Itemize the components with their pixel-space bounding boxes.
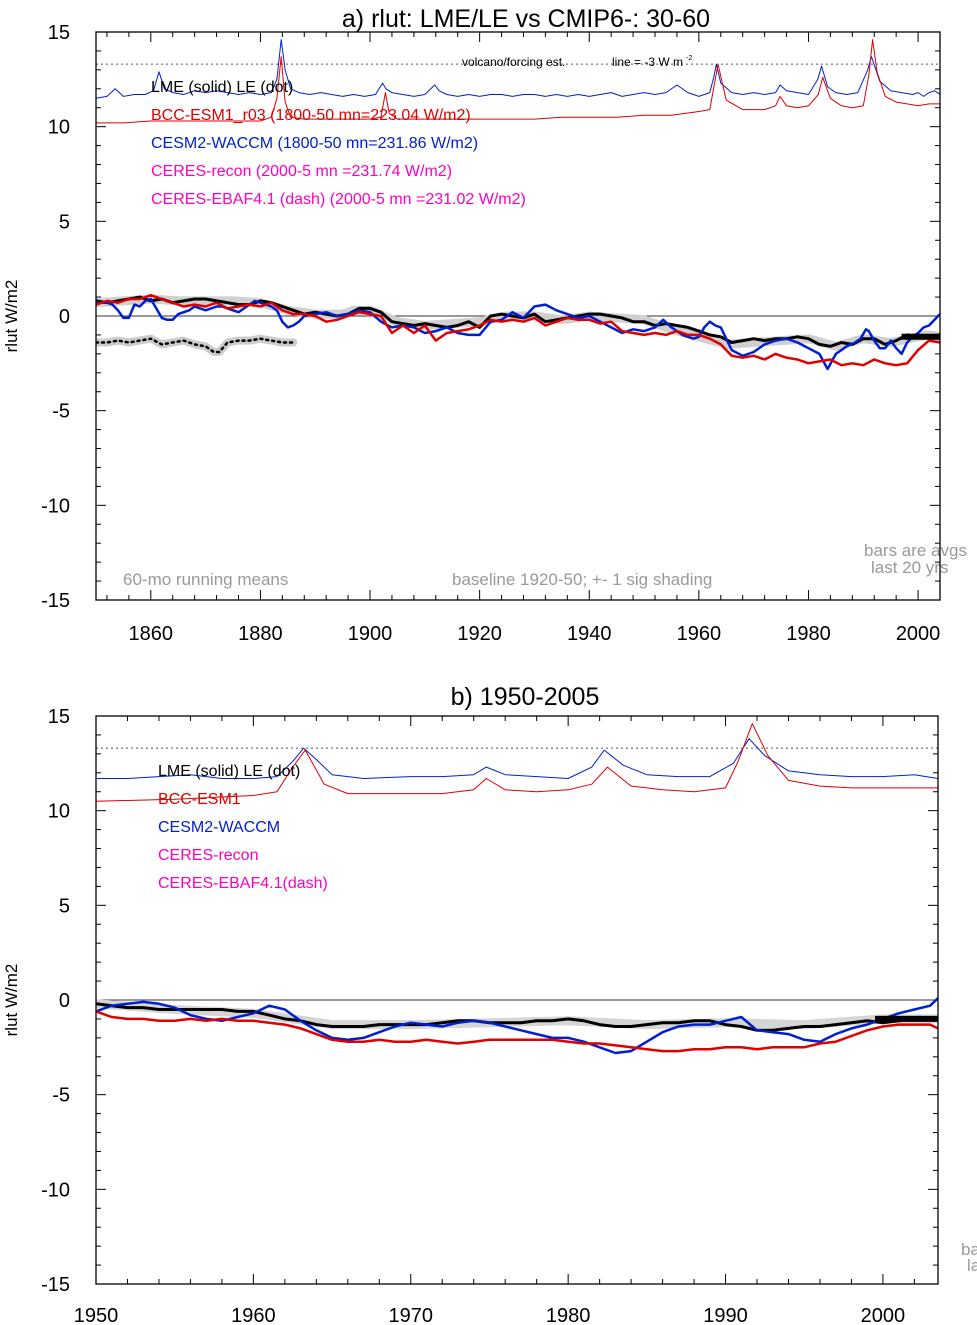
series-le xyxy=(96,337,295,354)
bars-note: ba xyxy=(961,1240,977,1259)
baseline-note: baseline 1920-50; +- 1 sig shading xyxy=(452,570,712,589)
x-tick-label: 1960 xyxy=(677,623,722,645)
series-lme xyxy=(96,1002,938,1032)
x-tick-label: 1880 xyxy=(238,623,283,645)
legend-entry: CESM2-WACCM (1800-50 mn=231.86 W/m2) xyxy=(151,135,478,152)
line-annotation-superscript: -2 xyxy=(686,55,692,62)
bars-note-years: last 20 yrs xyxy=(871,558,948,577)
y-tick-label: -10 xyxy=(41,1179,70,1201)
series-cesm2-waccm-forcing xyxy=(96,39,940,99)
y-tick-label: -10 xyxy=(41,495,70,517)
y-tick-label: 10 xyxy=(48,801,70,823)
y-tick-label: -15 xyxy=(41,1274,70,1296)
y-tick-label: -15 xyxy=(41,590,70,612)
x-tick-label: 1860 xyxy=(129,623,174,645)
series-cesm2-waccm xyxy=(96,297,940,371)
y-tick-label: -5 xyxy=(52,401,70,423)
y-tick-label: 0 xyxy=(59,306,70,328)
x-tick-label: 1960 xyxy=(231,1305,276,1325)
series-bcc-esm1-forcing xyxy=(96,39,940,124)
y-tick-label: 10 xyxy=(48,117,70,139)
x-tick-label: 1900 xyxy=(348,623,393,645)
bars-note: bars are avgs xyxy=(864,541,967,560)
y-tick-label: -5 xyxy=(52,1085,70,1107)
legend-entry: LME (solid) LE (dot) xyxy=(158,763,300,780)
series-bcc-esm1 xyxy=(96,1010,938,1053)
y-tick-label: 5 xyxy=(59,211,70,233)
x-tick-label: 1950 xyxy=(74,1305,119,1325)
legend-entry: BCC-ESM1_r03 (1800-50 mn=223.04 W/m2) xyxy=(151,107,471,124)
line-annotation: line = -3 W m xyxy=(612,55,683,69)
series-cesm2-waccm-forcing xyxy=(96,738,938,779)
x-tick-label: 2000 xyxy=(896,623,941,645)
bars-note-years: la xyxy=(967,1256,977,1275)
running-mean-note: 60-mo running means xyxy=(123,570,288,589)
x-tick-label: 2000 xyxy=(861,1305,906,1325)
legend-entry: CERES-recon (2000-5 mn =231.74 W/m2) xyxy=(151,163,452,180)
series-bcc-esm1 xyxy=(96,293,940,367)
x-tick-label: 1920 xyxy=(457,623,502,645)
y-axis-label: rlut W/m2 xyxy=(2,964,21,1037)
series-cesm2-waccm xyxy=(96,997,938,1055)
series-bcc-esm1-forcing xyxy=(96,723,938,802)
legend-entry: CERES-EBAF4.1 (dash) (2000-5 mn =231.02 … xyxy=(151,191,526,208)
x-tick-label: 1990 xyxy=(703,1305,748,1325)
chart-title: a) rlut: LME/LE vs CMIP6-: 30-60 xyxy=(342,5,710,33)
x-tick-label: 1940 xyxy=(567,623,612,645)
x-tick-label: 1970 xyxy=(389,1305,434,1325)
data-series xyxy=(96,723,938,1055)
x-tick-label: 1980 xyxy=(546,1305,591,1325)
legend-entry: BCC-ESM1 xyxy=(158,791,241,808)
y-tick-label: 5 xyxy=(59,895,70,917)
chart-title: b) 1950-2005 xyxy=(451,683,600,711)
volcano-annotation: volcano/forcing est. xyxy=(462,55,565,69)
plot-frame xyxy=(95,715,939,1285)
plot-frame xyxy=(95,31,941,601)
data-series xyxy=(96,39,940,371)
y-axis-label: rlut W/m2 xyxy=(2,280,21,353)
panel-a: a) rlut: LME/LE vs CMIP6-: 30-60 rlut W/m… xyxy=(2,5,967,645)
y-tick-label: 15 xyxy=(48,22,70,44)
legend-entry: LME (solid) LE (dot) xyxy=(151,79,293,96)
y-tick-label: 0 xyxy=(59,990,70,1012)
legend-entry: CERES-recon xyxy=(158,847,258,864)
series-lme xyxy=(96,295,940,348)
legend-entry: CERES-EBAF4.1(dash) xyxy=(158,875,328,892)
legend-entry: CESM2-WACCM xyxy=(158,819,280,836)
y-tick-label: 15 xyxy=(48,706,70,728)
x-tick-label: 1980 xyxy=(786,623,831,645)
